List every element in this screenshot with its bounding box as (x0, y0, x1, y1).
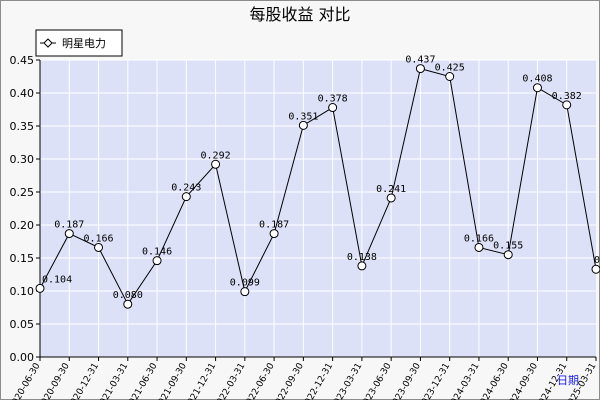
x-tick-label: 2024-03-31 (447, 362, 482, 400)
data-label: 0.378 (318, 94, 348, 105)
x-tick-label: 2020-06-30 (8, 361, 43, 400)
data-label: 0.166 (83, 233, 113, 244)
data-point (94, 242, 104, 252)
legend-series-label: 明星电力 (62, 37, 106, 50)
data-label: 0.241 (376, 184, 406, 195)
y-tick-label: 0.25 (10, 186, 35, 199)
series-line (39, 67, 597, 306)
data-point (152, 256, 162, 266)
data-point (123, 299, 133, 309)
data-label: 0.292 (201, 150, 231, 161)
x-tick-label: 2023-03-31 (330, 362, 365, 400)
data-label: 0.437 (405, 55, 435, 66)
data-label: 0.104 (42, 274, 72, 285)
x-tick-label: 2023-09-30 (388, 361, 423, 400)
data-label: 0.099 (230, 278, 260, 289)
data-label: 0.382 (552, 91, 582, 102)
data-label: 0.187 (54, 220, 84, 231)
data-point (181, 192, 191, 202)
x-tick-label: 2023-12-31 (417, 362, 452, 400)
data-label: 0.166 (464, 233, 494, 244)
plot-background (40, 60, 596, 357)
data-point (269, 229, 279, 239)
x-tick-label: 2020-09-30 (37, 361, 72, 400)
data-label: 0.155 (493, 241, 523, 252)
data-point (386, 193, 396, 203)
data-point (532, 83, 542, 93)
data-label: 0.146 (142, 247, 172, 258)
x-tick-label: 2021-12-31 (183, 362, 218, 400)
data-label: 0.080 (113, 290, 143, 301)
data-point (474, 242, 484, 252)
data-point (503, 250, 513, 260)
y-tick-label: 0.00 (10, 351, 35, 364)
series-layer: 0.104 0.187 0.166 0.080 0.146 0.243 0.292 0.099… (35, 55, 600, 309)
y-tick-label: 0.20 (10, 219, 35, 232)
y-tick-label: 0.40 (10, 87, 35, 100)
data-label: 0.138 (347, 252, 377, 263)
chart-title: 每股收益 对比 (249, 5, 350, 24)
data-point (35, 283, 45, 293)
data-point (357, 261, 367, 271)
data-label: 0.133 (594, 255, 600, 266)
x-tick-label: 2022-12-31 (300, 362, 335, 400)
y-tick-label: 0.30 (10, 153, 35, 166)
y-tick-label: 0.05 (10, 318, 35, 331)
data-label: 0.351 (288, 111, 318, 122)
y-tick-label: 0.45 (10, 54, 35, 67)
x-tick-label: 2024-09-30 (505, 361, 540, 400)
legend-marker-icon (43, 38, 53, 48)
x-axis: 2020-06-302020-09-302020-12-312021-03-31… (8, 356, 599, 400)
x-tick-label: 2021-03-31 (96, 362, 131, 400)
x-tick-label: 2024-06-30 (476, 361, 511, 400)
data-label: 0.187 (259, 220, 289, 231)
data-point (211, 159, 221, 169)
x-tick-label: 2023-06-30 (359, 361, 394, 400)
y-axis: 0.00 0.05 0.10 0.15 0.20 0.25 0.30 0.35 0.40 0.45 (10, 54, 41, 364)
x-tick-label: 2022-06-30 (242, 361, 277, 400)
data-label: 0.425 (435, 63, 465, 74)
data-point (415, 64, 425, 74)
y-tick-label: 0.15 (10, 252, 35, 265)
data-point (328, 103, 338, 113)
data-point (298, 120, 308, 130)
y-tick-label: 0.35 (10, 120, 35, 133)
data-label: 0.243 (171, 183, 201, 194)
x-tick-label: 2020-12-31 (66, 362, 101, 400)
x-axis-label: 日期 (557, 374, 579, 387)
data-point (240, 287, 250, 297)
data-point (64, 229, 74, 239)
data-point (591, 264, 600, 274)
x-tick-label: 2021-06-30 (125, 361, 160, 400)
data-point (562, 100, 572, 110)
x-tick-label: 2022-03-31 (213, 362, 248, 400)
x-tick-label: 2021-09-30 (154, 361, 189, 400)
plot-area-layer (40, 59, 596, 358)
legend-box (35, 29, 123, 57)
data-label: 0.408 (522, 74, 552, 85)
y-tick-label: 0.10 (10, 285, 35, 298)
legend: 明星电力 (35, 29, 123, 57)
data-point (445, 72, 455, 81)
x-tick-label: 2022-09-30 (271, 361, 306, 400)
